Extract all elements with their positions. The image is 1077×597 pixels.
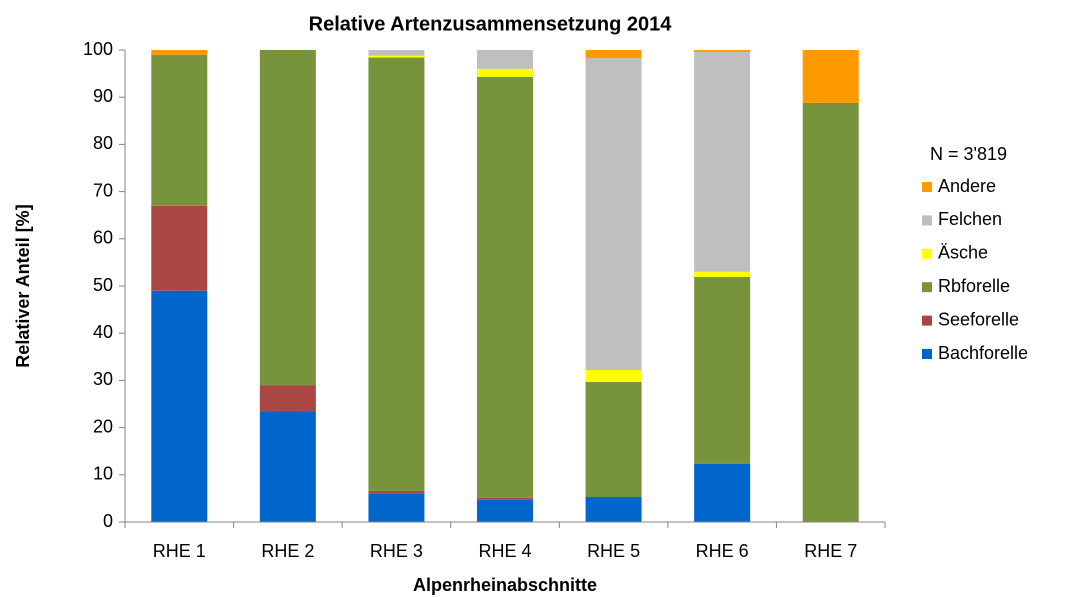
legend-label: Bachforelle bbox=[938, 343, 1028, 363]
legend-swatch bbox=[922, 282, 932, 293]
legend-swatch bbox=[922, 315, 932, 326]
bar-segment bbox=[151, 205, 208, 291]
bar-segment bbox=[585, 58, 642, 371]
bar-segment bbox=[368, 55, 425, 58]
y-tick-label: 100 bbox=[83, 39, 113, 59]
bar-segment bbox=[694, 271, 751, 278]
x-axis-label: Alpenrheinabschnitte bbox=[413, 575, 597, 595]
bar-segment bbox=[368, 490, 425, 494]
bar-segment bbox=[694, 51, 751, 272]
x-tick-label: RHE 5 bbox=[587, 541, 640, 561]
x-tick-label: RHE 4 bbox=[478, 541, 531, 561]
chart-title: Relative Artenzusammensetzung 2014 bbox=[309, 13, 673, 35]
bar-segment bbox=[151, 50, 208, 55]
legend-label: Rbforelle bbox=[938, 276, 1010, 296]
bar-segment bbox=[259, 411, 316, 522]
y-tick-label: 0 bbox=[103, 511, 113, 531]
bar-segment bbox=[368, 50, 425, 56]
legend-label: Andere bbox=[938, 176, 996, 196]
bar-segment bbox=[585, 50, 642, 59]
y-tick-label: 70 bbox=[93, 180, 113, 200]
legend-title: N = 3'819 bbox=[930, 144, 1007, 164]
y-tick-label: 20 bbox=[93, 416, 113, 436]
y-tick-label: 10 bbox=[93, 464, 113, 484]
bar-segment bbox=[477, 50, 533, 69]
y-axis-label: Relativer Anteil [%] bbox=[13, 204, 33, 367]
legend-label: Seeforelle bbox=[938, 309, 1019, 329]
bar-segment bbox=[585, 381, 642, 497]
legend-swatch bbox=[922, 215, 932, 226]
bar-segment bbox=[368, 57, 425, 491]
bar-segment bbox=[802, 50, 859, 103]
x-tick-label: RHE 2 bbox=[261, 541, 314, 561]
bar-segment bbox=[477, 497, 533, 500]
bar-segment bbox=[368, 493, 425, 522]
bar-segment bbox=[694, 463, 751, 522]
legend-label: Felchen bbox=[938, 209, 1002, 229]
y-tick-label: 30 bbox=[93, 369, 113, 389]
x-tick-label: RHE 1 bbox=[153, 541, 206, 561]
bar-segment bbox=[259, 385, 316, 412]
bar-segment bbox=[802, 102, 859, 522]
bar-segment bbox=[477, 76, 533, 498]
legend-swatch bbox=[922, 248, 932, 259]
bar-segment bbox=[585, 496, 642, 522]
bar-segment bbox=[694, 277, 751, 464]
bar-segment bbox=[694, 50, 751, 52]
y-tick-label: 50 bbox=[93, 275, 113, 295]
legend-swatch bbox=[922, 349, 932, 359]
x-tick-label: RHE 3 bbox=[370, 541, 423, 561]
x-tick-label: RHE 7 bbox=[804, 541, 857, 561]
x-tick-label: RHE 6 bbox=[696, 541, 749, 561]
bar-segment bbox=[151, 54, 208, 206]
bar-segment bbox=[477, 499, 533, 522]
y-tick-label: 60 bbox=[93, 228, 113, 248]
y-tick-label: 90 bbox=[93, 86, 113, 106]
legend-swatch bbox=[922, 182, 932, 192]
bar-segment bbox=[477, 68, 533, 77]
bar-segment bbox=[151, 290, 208, 522]
bar-segment bbox=[585, 370, 642, 382]
bar-segment bbox=[259, 50, 316, 386]
y-tick-label: 40 bbox=[93, 322, 113, 342]
y-tick-label: 80 bbox=[93, 133, 113, 153]
legend-label: Äsche bbox=[938, 243, 988, 263]
